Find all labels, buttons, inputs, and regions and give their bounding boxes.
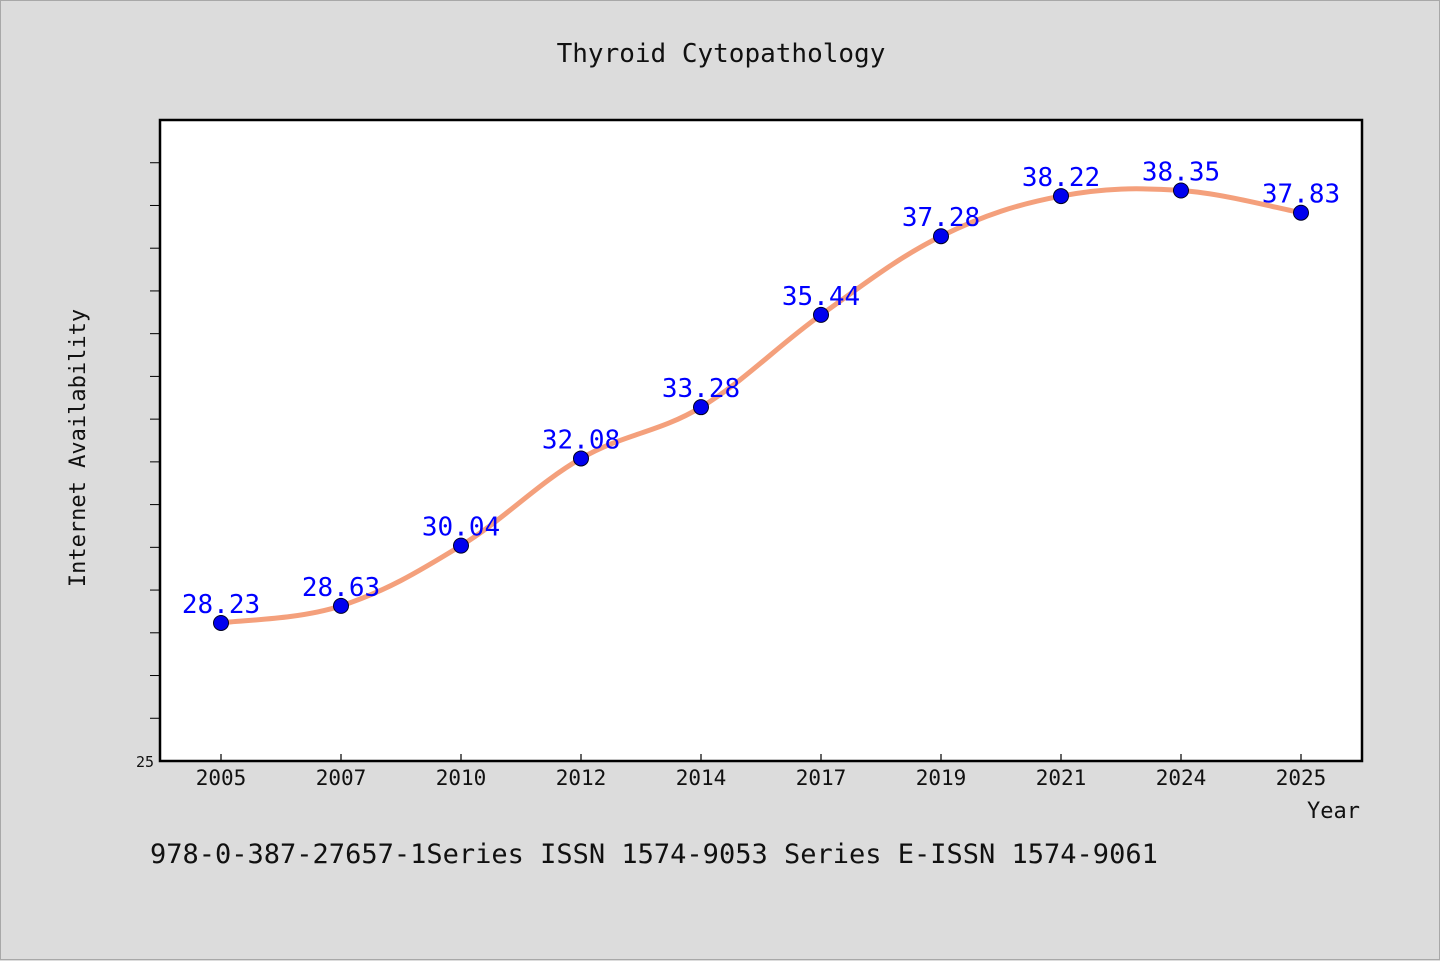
x-tick-label: 2024 — [1156, 766, 1207, 790]
data-label: 28.23 — [182, 590, 260, 620]
data-point — [453, 537, 469, 554]
data-point — [693, 399, 709, 416]
data-label: 35.44 — [782, 282, 860, 312]
x-tick-label: 2010 — [436, 766, 487, 790]
data-point — [933, 228, 949, 245]
y-axis-label: Internet Availability — [66, 309, 91, 587]
x-tick-label: 2012 — [556, 766, 607, 790]
x-tick-label: 2021 — [1036, 766, 1087, 790]
x-tick-label: 2025 — [1276, 766, 1327, 790]
x-tick-label: 2005 — [196, 766, 247, 790]
y-axis-ticks — [150, 162, 160, 719]
data-point — [213, 614, 229, 631]
x-tick-label: 2014 — [676, 766, 727, 790]
chart-title: Thyroid Cytopathology — [557, 39, 886, 69]
data-label: 33.28 — [662, 374, 740, 404]
x-tick-label: 2019 — [916, 766, 967, 790]
x-axis-label: Year — [1307, 799, 1360, 824]
footer-isbn-text: 978-0-387-27657-1Series ISSN 1574-9053 S… — [150, 839, 1158, 870]
data-labels: 28.23 28.63 30.04 32.08 33.28 35.44 37.28 38.22… — [182, 158, 1340, 620]
data-label: 37.28 — [902, 203, 980, 233]
y-axis-min-label: 25 — [136, 753, 154, 771]
data-label: 30.04 — [422, 513, 500, 543]
data-point — [333, 597, 349, 614]
data-point — [573, 450, 589, 467]
data-label: 28.63 — [302, 573, 380, 603]
data-markers — [213, 182, 1309, 631]
data-point — [1053, 188, 1069, 205]
data-point — [813, 306, 829, 323]
x-axis-ticks: 2005 2007 2010 2012 2014 2017 2019 2021 2024 2025 — [196, 754, 1327, 790]
data-label: 37.83 — [1262, 180, 1340, 210]
x-tick-label: 2007 — [316, 766, 367, 790]
data-label: 38.35 — [1142, 158, 1220, 188]
data-label: 38.22 — [1022, 163, 1100, 193]
plot-area — [158, 118, 1364, 763]
series-line — [218, 186, 1304, 626]
data-point — [1173, 182, 1189, 199]
data-label: 32.08 — [542, 425, 620, 455]
data-point — [1293, 204, 1309, 221]
x-tick-label: 2017 — [796, 766, 847, 790]
